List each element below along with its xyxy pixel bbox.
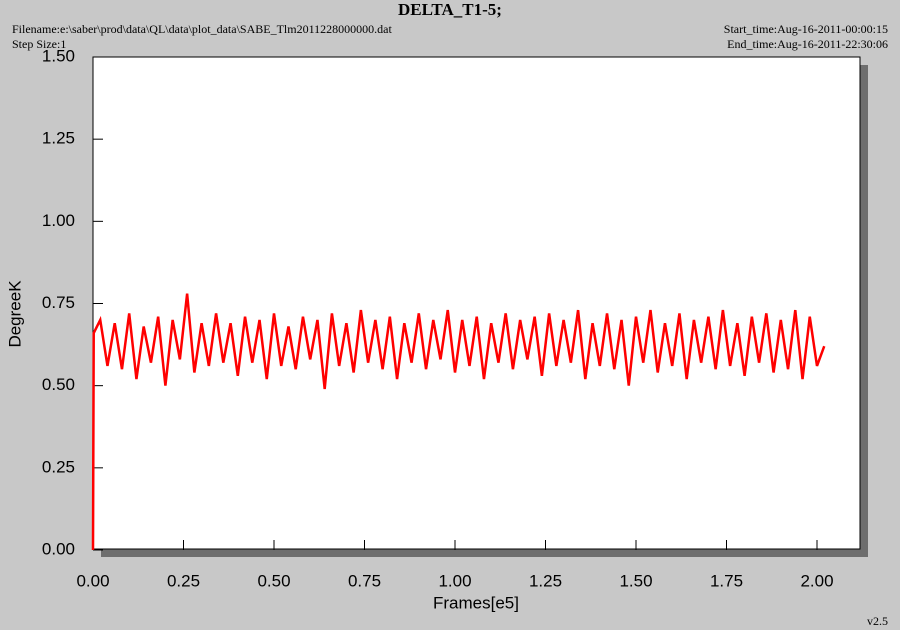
- x-tick-label: 0.00: [76, 571, 109, 590]
- version: v2.5: [867, 614, 888, 628]
- x-tick-label: 1.00: [438, 571, 471, 590]
- filename: Filename:e:\saber\prod\data\QL\data\plot…: [12, 22, 392, 36]
- x-tick-label: 0.25: [167, 571, 200, 590]
- y-tick-label: 1.25: [42, 129, 75, 148]
- y-tick-label: 0.50: [42, 375, 75, 394]
- y-tick-label: 1.50: [42, 46, 75, 65]
- plot-area: [92, 56, 861, 550]
- y-tick-label: 1.00: [42, 211, 75, 230]
- data-line: [91, 293, 826, 551]
- x-axis-label: Frames[e5]: [433, 593, 519, 612]
- step-size: Step Size:1: [12, 37, 66, 51]
- x-tick-label: 1.25: [529, 571, 562, 590]
- y-tick-label: 0.25: [42, 457, 75, 476]
- x-tick-label: 2.00: [800, 571, 833, 590]
- end-time: End_time:Aug-16-2011-22:30:06: [727, 37, 888, 51]
- x-tick-label: 0.75: [348, 571, 381, 590]
- y-tick-label: 0.00: [42, 539, 75, 558]
- y-axis-label: DegreeK: [5, 280, 24, 348]
- chart-title: DELTA_T1-5;: [398, 0, 502, 19]
- x-tick-label: 1.50: [619, 571, 652, 590]
- x-tick-label: 1.75: [710, 571, 743, 590]
- y-tick-label: 0.75: [42, 293, 75, 312]
- x-tick-label: 0.50: [257, 571, 290, 590]
- start-time: Start_time:Aug-16-2011-00:00:15: [724, 22, 888, 36]
